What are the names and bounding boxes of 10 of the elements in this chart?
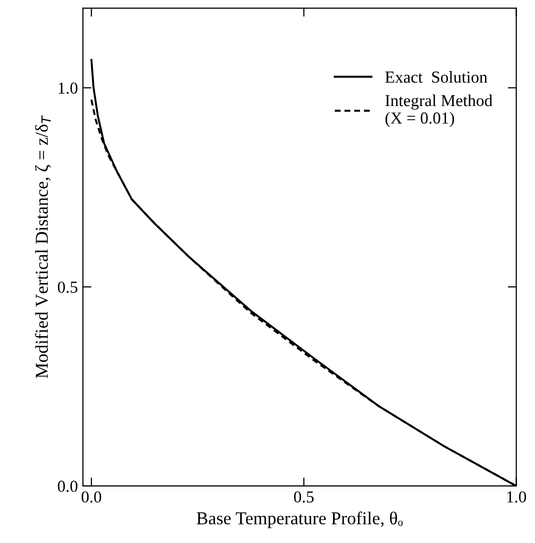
y-axis-title: Modified Vertical Distance, ζ = z/δ$_{T}$	[35, 115, 51, 378]
legend-label: Integral Method (X = 0.01)	[385, 94, 492, 128]
y-tick-label: 1.0	[58, 82, 78, 94]
y-tick-label: 0.5	[58, 282, 78, 293]
x-tick-label: 1.0	[507, 491, 526, 503]
x-tick-label: 0.5	[294, 491, 314, 503]
x-axis-title: Base Temperature Profile, θₒ	[196, 512, 403, 528]
x-tick-label: 0.0	[82, 491, 102, 503]
y-tick-label: 0.0	[58, 480, 78, 492]
legend-label: Exact Solution	[385, 71, 488, 83]
